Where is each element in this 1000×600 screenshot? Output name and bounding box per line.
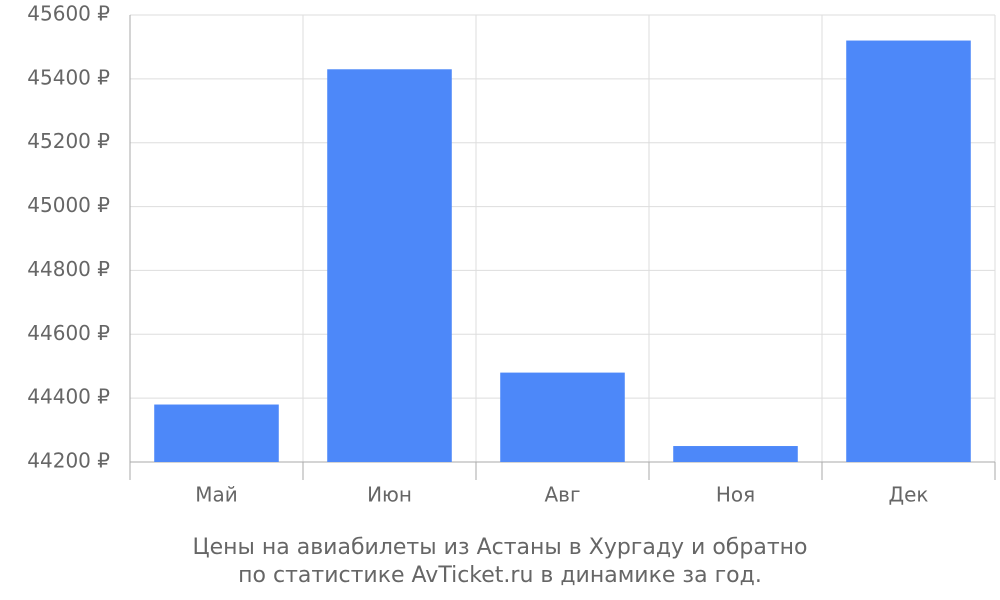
y-tick-label: 44200 ₽ [27,449,110,473]
bar [846,40,971,463]
bar [673,446,798,462]
chart-subtitle: по статистике AvTicket.ru в динамике за … [238,563,762,588]
x-tick-label: Дек [888,483,928,507]
y-tick-label: 45000 ₽ [27,193,110,217]
x-tick-label: Май [195,483,238,507]
y-tick-label: 45400 ₽ [27,65,110,89]
y-tick-label: 44800 ₽ [27,257,110,281]
x-tick-label: Авг [545,483,581,507]
y-tick-label: 45200 ₽ [27,129,110,153]
y-tick-label: 44600 ₽ [27,321,110,345]
y-tick-label: 45600 ₽ [27,2,110,26]
bar [500,372,625,462]
x-tick-label: Ноя [716,483,755,507]
y-tick-label: 44400 ₽ [27,385,110,409]
bar [327,69,452,463]
x-tick-label: Июн [367,483,412,507]
chart-title: Цены на авиабилеты из Астаны в Хургаду и… [193,535,808,560]
bar [154,404,279,462]
